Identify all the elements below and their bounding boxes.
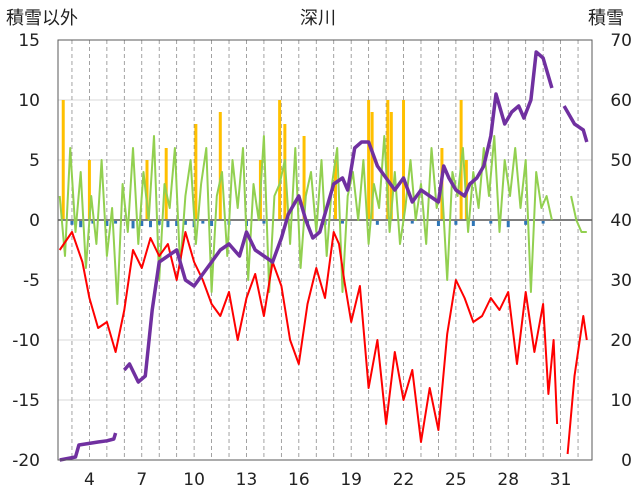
left-tick-label: -10 — [12, 331, 40, 351]
precip-bar — [145, 160, 149, 220]
wind-bar — [131, 220, 135, 229]
precip-bar — [194, 124, 198, 220]
x-tick-label: 13 — [236, 470, 258, 490]
sunshine-line — [570, 195, 587, 233]
wind-bar — [454, 220, 458, 225]
wind-bar — [157, 220, 161, 225]
precip-bar — [164, 148, 168, 220]
wind-bar — [506, 220, 510, 228]
wind-bar — [140, 220, 144, 226]
x-tick-label: 25 — [445, 470, 467, 490]
snow-depth-line — [59, 432, 118, 462]
right-tick-label: 0 — [621, 451, 632, 471]
precip-bar — [61, 100, 65, 220]
precip-bar — [218, 112, 222, 220]
precip-bar — [402, 100, 406, 220]
right-tick-label: 10 — [610, 391, 632, 411]
wind-bar — [262, 220, 266, 224]
wind-bar — [436, 220, 440, 226]
left-tick-label: 10 — [18, 91, 40, 111]
x-tick-label: 16 — [288, 470, 310, 490]
precip-bar — [367, 100, 371, 220]
plot-grid — [58, 39, 592, 461]
right-tick-label: 20 — [610, 331, 632, 351]
right-axis-ticks: 70 60 50 40 30 20 10 0 — [610, 31, 632, 471]
wind-bar — [105, 220, 109, 226]
precip-bar — [333, 160, 337, 220]
precip-bar — [386, 100, 390, 220]
right-tick-label: 60 — [610, 91, 632, 111]
wind-bar — [114, 220, 118, 224]
temperature-line — [58, 231, 559, 443]
wind-bar — [489, 220, 493, 224]
wind-bars — [70, 220, 545, 229]
wind-bar — [148, 220, 152, 228]
left-tick-label: -5 — [23, 271, 40, 291]
precip-bar — [370, 112, 374, 220]
x-tick-label: 10 — [183, 470, 205, 490]
right-tick-label: 70 — [610, 31, 632, 51]
right-tick-label: 40 — [610, 211, 632, 231]
precip-bar — [389, 112, 393, 220]
wind-bar — [375, 220, 379, 225]
wind-bar — [210, 220, 214, 226]
wind-bar — [183, 220, 187, 225]
x-tick-label: 7 — [136, 470, 147, 490]
left-tick-label: 0 — [29, 211, 40, 231]
series-lines — [58, 50, 589, 462]
x-tick-label: 22 — [393, 470, 415, 490]
x-axis-ticks: 4 7 10 13 16 19 22 25 28 31 — [84, 470, 571, 490]
wind-bar — [340, 220, 344, 224]
chart-title: 深川 — [300, 8, 336, 29]
wind-bar — [70, 220, 74, 225]
left-tick-label: -20 — [12, 451, 40, 471]
x-tick-label: 28 — [497, 470, 519, 490]
x-tick-label: 4 — [84, 470, 95, 490]
precip-bar — [302, 136, 306, 220]
x-tick-label: 19 — [340, 470, 362, 490]
sunshine-line — [58, 135, 553, 305]
left-tick-label: -15 — [12, 391, 40, 411]
right-tick-label: 30 — [610, 271, 632, 291]
plot-area-frame — [57, 39, 593, 461]
left-tick-label: 5 — [29, 151, 40, 171]
wind-bar — [541, 220, 545, 224]
y-axis-title-left: 積雪以外 — [6, 8, 78, 29]
left-tick-label: 15 — [18, 31, 40, 51]
wind-bar — [201, 220, 205, 224]
wind-bar — [166, 220, 170, 228]
wind-bar — [524, 220, 528, 225]
wind-bar — [91, 220, 95, 224]
left-axis-ticks: 15 10 5 0 -5 -10 -15 -20 — [12, 31, 40, 471]
x-tick-label: 31 — [550, 470, 572, 490]
wind-bar — [79, 220, 83, 228]
snow-depth-line — [122, 50, 554, 384]
temperature-line — [566, 315, 588, 455]
wind-bar — [410, 220, 414, 224]
precip-bar — [278, 100, 282, 220]
y-axis-title-right: 積雪 — [588, 8, 624, 29]
wind-bar — [175, 220, 179, 226]
precip-bar — [87, 160, 91, 220]
right-tick-label: 50 — [610, 151, 632, 171]
snow-depth-line — [562, 105, 589, 143]
wind-bar — [471, 220, 475, 226]
